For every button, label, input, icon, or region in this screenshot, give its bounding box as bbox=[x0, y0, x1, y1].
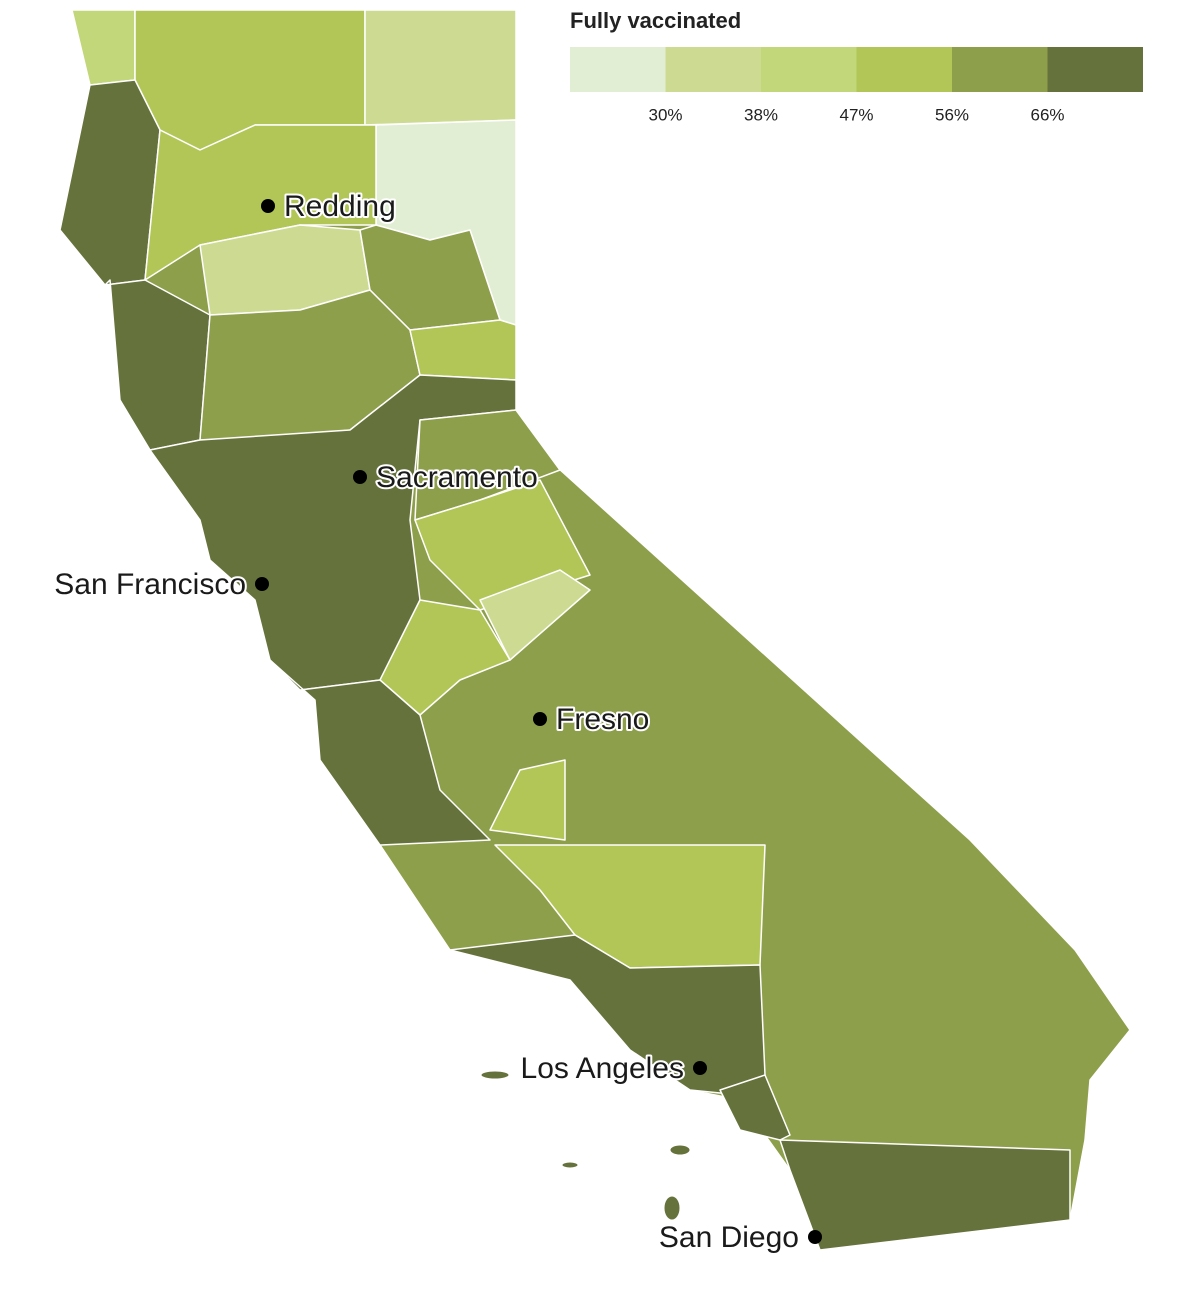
legend-swatch bbox=[1047, 47, 1143, 92]
city-label: Redding bbox=[284, 190, 396, 223]
county bbox=[479, 569, 591, 661]
city-label: Sacramento bbox=[376, 461, 538, 494]
city-label: Fresno bbox=[556, 703, 649, 736]
legend-tick-label: 56% bbox=[935, 105, 969, 124]
cities: Redding Sacramento San Francisco Fresno Los … bbox=[52, 188, 822, 1256]
county bbox=[71, 9, 136, 86]
islands bbox=[480, 1070, 691, 1221]
legend-swatch bbox=[665, 47, 761, 92]
legend-tick-label: 66% bbox=[1030, 105, 1064, 124]
island bbox=[561, 1161, 579, 1169]
county bbox=[489, 759, 566, 841]
county bbox=[149, 374, 517, 691]
island bbox=[480, 1070, 510, 1080]
county bbox=[414, 409, 561, 521]
county bbox=[269, 659, 491, 846]
county bbox=[59, 79, 161, 286]
legend-swatch bbox=[856, 47, 952, 92]
legend: 30% 38% 47% 56% 66% bbox=[570, 47, 1143, 124]
county bbox=[409, 319, 517, 381]
city-label: Los Angeles bbox=[521, 1052, 684, 1085]
legend-swatch bbox=[952, 47, 1048, 92]
county bbox=[779, 1139, 1071, 1251]
legend-tick-label: 47% bbox=[839, 105, 873, 124]
legend-tick-label: 30% bbox=[648, 105, 682, 124]
regions bbox=[59, 9, 1131, 1251]
city-dot bbox=[261, 199, 275, 213]
city-dot bbox=[255, 577, 269, 591]
city-dot bbox=[353, 470, 367, 484]
legend-title: Fully vaccinated bbox=[570, 8, 741, 33]
county bbox=[719, 1074, 791, 1141]
city-dot bbox=[533, 712, 547, 726]
county bbox=[364, 9, 517, 126]
city-dot bbox=[693, 1061, 707, 1075]
legend-swatch bbox=[761, 47, 857, 92]
city-dot bbox=[808, 1230, 822, 1244]
island bbox=[663, 1195, 681, 1221]
island bbox=[669, 1144, 691, 1156]
legend-swatch bbox=[570, 47, 666, 92]
legend-tick-label: 38% bbox=[744, 105, 778, 124]
city-label: San Francisco bbox=[54, 568, 246, 601]
city-label: San Diego bbox=[659, 1221, 799, 1254]
